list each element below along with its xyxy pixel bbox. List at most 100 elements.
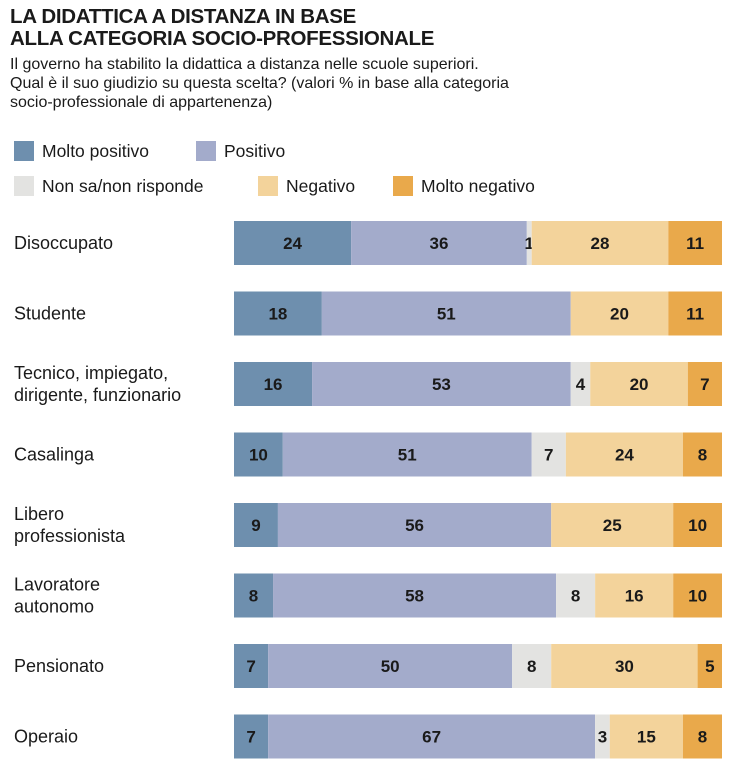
legend-swatch bbox=[196, 141, 216, 161]
bar-segment bbox=[282, 432, 532, 477]
value-label: 7 bbox=[700, 375, 709, 394]
value-label: 8 bbox=[527, 657, 536, 676]
value-label: 10 bbox=[688, 516, 707, 535]
value-label: 51 bbox=[398, 446, 417, 465]
chart-title: LA DIDATTICA A DISTANZA IN BASE ALLA CAT… bbox=[10, 6, 710, 50]
bar-segment bbox=[551, 644, 698, 688]
bar-segment bbox=[682, 714, 722, 759]
bar-segment bbox=[277, 503, 552, 547]
bar-segment bbox=[234, 503, 278, 547]
value-label: 5 bbox=[705, 657, 714, 676]
bar-segment bbox=[273, 573, 557, 618]
value-label: 4 bbox=[576, 375, 586, 394]
legend-item-negativo: Negativo bbox=[258, 175, 355, 197]
bar-segment bbox=[512, 644, 552, 688]
value-label: 11 bbox=[686, 234, 704, 253]
bar-segment bbox=[595, 573, 674, 618]
category-label: Operaio bbox=[14, 727, 78, 747]
bar-segment bbox=[595, 714, 610, 759]
value-label: 30 bbox=[615, 657, 634, 676]
value-label: 28 bbox=[591, 234, 610, 253]
value-label: 16 bbox=[264, 375, 283, 394]
subtitle-line-1: Il governo ha stabilito la didattica a d… bbox=[10, 56, 479, 73]
value-label: 15 bbox=[637, 728, 656, 747]
value-label: 20 bbox=[610, 305, 629, 324]
legend-swatch bbox=[14, 141, 34, 161]
bar-segment bbox=[673, 503, 722, 547]
legend-swatch bbox=[14, 176, 34, 196]
value-label: 16 bbox=[625, 587, 644, 606]
bar-segment bbox=[321, 291, 571, 336]
category-label: Libero professionista bbox=[14, 504, 126, 546]
bar-segment bbox=[673, 573, 722, 618]
value-label: 8 bbox=[571, 587, 580, 606]
bar-segment bbox=[234, 644, 269, 688]
bar-segment bbox=[570, 291, 669, 336]
bar-segment bbox=[668, 221, 722, 265]
bar-segment bbox=[556, 573, 596, 618]
value-label: 20 bbox=[630, 375, 649, 394]
category-label: Lavoratore autonomo bbox=[14, 575, 100, 617]
value-label: 24 bbox=[615, 446, 634, 465]
legend-item-non-sa: Non sa/non risponde bbox=[14, 175, 204, 197]
subtitle-line-3: socio-professionale di appartenenza) bbox=[10, 94, 273, 111]
legend-label: Positivo bbox=[224, 140, 286, 161]
value-label: 50 bbox=[381, 657, 400, 676]
value-label: 53 bbox=[432, 375, 451, 394]
value-label: 8 bbox=[698, 446, 707, 465]
legend-label: Molto negativo bbox=[421, 175, 535, 196]
legend-swatch bbox=[393, 176, 413, 196]
legend-swatch bbox=[258, 176, 278, 196]
bar-segment bbox=[570, 362, 591, 406]
value-label: 1 bbox=[525, 234, 534, 253]
category-label: Pensionato bbox=[14, 656, 104, 676]
bar-segment bbox=[609, 714, 683, 759]
value-label: 10 bbox=[688, 587, 707, 606]
title-line-2: ALLA CATEGORIA SOCIO-PROFESSIONALE bbox=[10, 27, 435, 50]
bar-segment bbox=[697, 644, 722, 688]
value-label: 11 bbox=[686, 305, 704, 324]
bar-segment bbox=[551, 503, 674, 547]
value-label: 25 bbox=[603, 516, 622, 535]
category-label: Studente bbox=[14, 304, 86, 324]
bar-segment bbox=[234, 432, 283, 477]
bar-segment bbox=[590, 362, 688, 406]
legend-item-molto-positivo: Molto positivo bbox=[14, 140, 149, 162]
bar-segment bbox=[268, 714, 596, 759]
bar-segment bbox=[526, 221, 532, 265]
value-label: 7 bbox=[246, 657, 255, 676]
bar-segment bbox=[687, 362, 722, 406]
bar-segment bbox=[234, 362, 313, 406]
value-label: 7 bbox=[544, 446, 553, 465]
bar-segment bbox=[565, 432, 683, 477]
value-label: 58 bbox=[405, 587, 424, 606]
value-label: 8 bbox=[698, 728, 707, 747]
value-label: 7 bbox=[246, 728, 255, 747]
value-label: 10 bbox=[249, 446, 268, 465]
value-label: 8 bbox=[249, 587, 258, 606]
bar-segment bbox=[234, 291, 322, 336]
bar-segment bbox=[531, 432, 566, 477]
bar-segment bbox=[351, 221, 527, 265]
category-label: Disoccupato bbox=[14, 233, 113, 253]
value-label: 56 bbox=[405, 516, 424, 535]
value-label: 3 bbox=[598, 728, 607, 747]
bar-segment bbox=[234, 221, 352, 265]
legend-label: Non sa/non risponde bbox=[42, 175, 204, 196]
bar-segment bbox=[312, 362, 571, 406]
legend-label: Negativo bbox=[286, 175, 356, 196]
legend-label: Molto positivo bbox=[42, 140, 149, 161]
title-line-1: LA DIDATTICA A DISTANZA IN BASE bbox=[10, 5, 357, 28]
value-label: 67 bbox=[422, 728, 441, 747]
legend-item-positivo: Positivo bbox=[196, 140, 285, 162]
legend-item-molto-negativo: Molto negativo bbox=[393, 175, 535, 197]
bar-segment bbox=[234, 714, 269, 759]
category-label: Tecnico, impiegato, dirigente, funzionari… bbox=[14, 363, 181, 405]
category-label: Casalinga bbox=[14, 445, 95, 465]
bar-segment bbox=[531, 221, 669, 265]
bar-segment bbox=[668, 291, 722, 336]
value-label: 9 bbox=[251, 516, 260, 535]
bar-segment bbox=[234, 573, 274, 618]
bar-segment bbox=[682, 432, 722, 477]
